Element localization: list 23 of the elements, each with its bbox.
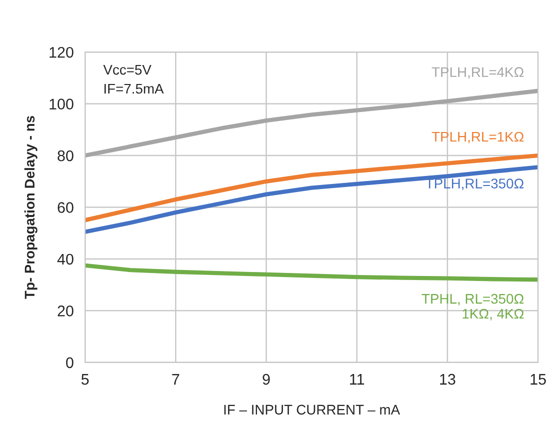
x-tick-label: 7 xyxy=(172,374,180,385)
x-axis-title: IF – INPUT CURRENT – mA xyxy=(224,404,400,415)
y-tick-label: 80 xyxy=(58,150,74,162)
series-label: TPHL, RL=350Ω 1KΩ, 4KΩ xyxy=(422,294,524,320)
x-tick-label: 9 xyxy=(262,374,270,385)
line-series xyxy=(85,165,538,234)
y-tick-label: 120 xyxy=(50,46,74,58)
x-tick-label: 11 xyxy=(350,374,364,385)
series-label: TPLH,RL=4KΩ xyxy=(432,67,524,79)
x-tick-label: 13 xyxy=(440,374,456,385)
y-tick-label: 40 xyxy=(57,254,74,265)
x-tick-label: 5 xyxy=(81,374,89,385)
line-series xyxy=(85,153,538,222)
line-series xyxy=(85,263,538,282)
y-tick-label: 20 xyxy=(58,306,74,316)
y-axis-title: Tp- Propagation Delayy - ns xyxy=(24,116,38,299)
x-tick-label: 15 xyxy=(530,374,546,385)
annotation: Vcc=5V IF=7.5mA xyxy=(103,65,164,94)
y-tick-label: 60 xyxy=(58,202,74,213)
series-label: TPLH,RL=1KΩ xyxy=(432,132,524,144)
series-label: TPLH,RL=350Ω xyxy=(426,178,524,190)
y-tick-label: 100 xyxy=(50,98,74,110)
y-tick-label: 0 xyxy=(66,357,74,368)
